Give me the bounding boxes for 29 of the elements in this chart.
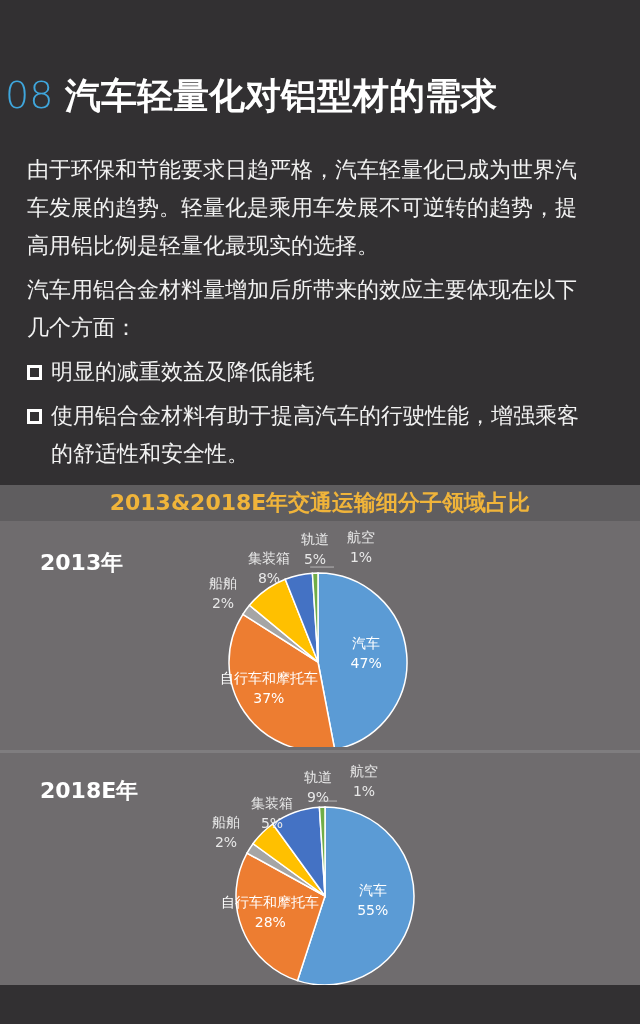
text: 2013年: [40, 549, 124, 577]
chart-title: 2013&2018E年交通运输细分子领域占比: [0, 485, 640, 521]
slice-label: 轨道: [304, 769, 333, 786]
text: 汽车用铝合金材料量增加后所带来的效应主要体现在以下几个方面：: [27, 277, 577, 340]
data-label: 1%: [352, 782, 376, 799]
slice-label: 航空: [350, 762, 379, 779]
data-label: 47%: [350, 654, 382, 671]
text: 2018E年: [40, 777, 139, 805]
data-label: 2%: [211, 594, 235, 611]
text: 08 汽车轻量化对铝型材的需求: [5, 73, 498, 117]
data-label: 5%: [303, 551, 327, 568]
data-label: 8%: [257, 570, 281, 586]
slice-label: 船舶: [212, 814, 241, 831]
slice-label: 集装箱: [251, 795, 294, 812]
data-label: 2%: [214, 834, 238, 851]
slice-label: 汽车: [352, 634, 381, 651]
slice-label: 轨道: [301, 531, 329, 548]
slice-label: 船舶: [209, 574, 237, 591]
text: 明显的减重效益及降低能耗: [51, 359, 315, 384]
data-label: 1%: [349, 548, 373, 565]
data-label: 55%: [357, 902, 389, 919]
text: 使用铝合金材料有助于提高汽车的行驶性能，增强乘客的舒适性和安全性。: [51, 403, 579, 466]
data-label: 9%: [306, 789, 330, 806]
slice-label: 集装箱: [248, 550, 290, 566]
slice-label: 汽车: [358, 882, 387, 899]
slice-label: 航空: [347, 528, 375, 545]
text: 由于环保和节能要求日趋严格，汽车轻量化已成为世界汽车发展的趋势。轻量化是乘用车发展不可逆转的趋势，提高用铝比例是轻量化最现实的选择。: [27, 157, 577, 258]
data-label: 37%: [253, 690, 285, 707]
data-label: 28%: [254, 913, 286, 930]
